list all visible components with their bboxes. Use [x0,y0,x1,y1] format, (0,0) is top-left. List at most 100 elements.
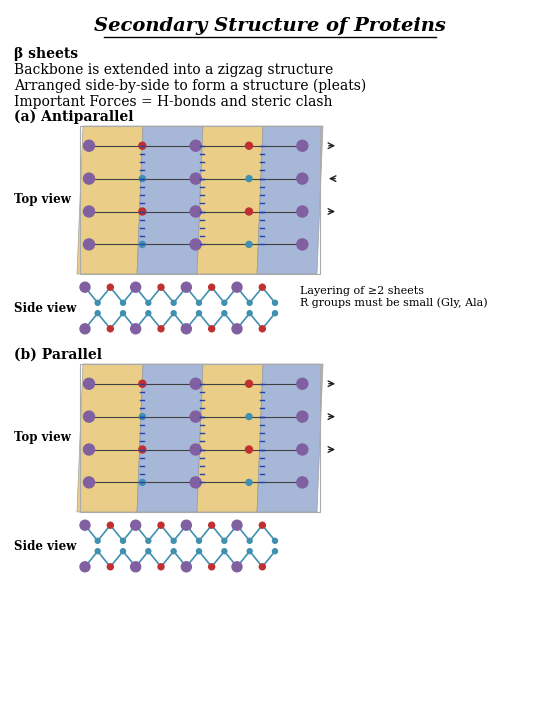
Circle shape [273,311,278,315]
Text: β sheets: β sheets [14,47,78,61]
Circle shape [171,549,176,554]
Circle shape [246,480,252,485]
Circle shape [139,446,146,453]
Circle shape [208,522,215,528]
Circle shape [107,522,113,528]
Circle shape [95,311,100,315]
Polygon shape [137,364,203,512]
Polygon shape [197,126,263,274]
Circle shape [197,549,201,554]
Text: Side view: Side view [14,539,76,552]
Circle shape [120,300,125,305]
Circle shape [84,206,94,217]
Circle shape [297,477,308,488]
Text: Layering of ≥2 sheets
R groups must be small (Gly, Ala): Layering of ≥2 sheets R groups must be s… [300,286,488,308]
Polygon shape [257,126,323,274]
Circle shape [107,284,113,290]
Circle shape [80,324,90,334]
Circle shape [131,562,140,572]
Bar [80,126,320,274]
Circle shape [259,325,265,332]
Circle shape [190,477,201,488]
Circle shape [246,176,252,181]
Circle shape [181,520,191,530]
Circle shape [297,239,308,250]
Circle shape [273,300,278,305]
Circle shape [181,324,191,334]
Circle shape [190,444,201,455]
Circle shape [208,564,215,570]
Circle shape [232,520,242,530]
Circle shape [190,206,201,217]
Circle shape [131,324,140,334]
Circle shape [246,446,253,453]
Circle shape [222,311,227,315]
Circle shape [84,239,94,250]
Circle shape [158,325,164,332]
Circle shape [246,241,252,248]
Text: (a) Antiparallel: (a) Antiparallel [14,110,133,125]
Circle shape [297,378,308,390]
Circle shape [246,143,253,149]
Polygon shape [77,126,143,274]
Circle shape [208,325,215,332]
Circle shape [131,520,140,530]
Text: Important Forces = H-bonds and steric clash: Important Forces = H-bonds and steric cl… [14,95,333,109]
Circle shape [181,562,191,572]
Circle shape [190,239,201,250]
Circle shape [95,539,100,544]
Circle shape [158,522,164,528]
Circle shape [107,564,113,570]
Text: Arranged side-by-side to form a structure (pleats): Arranged side-by-side to form a structur… [14,79,366,94]
Circle shape [139,480,145,485]
Circle shape [297,411,308,422]
Circle shape [131,282,140,292]
Circle shape [158,284,164,290]
Circle shape [190,411,201,422]
Circle shape [222,549,227,554]
Circle shape [247,549,252,554]
Circle shape [259,522,265,528]
Circle shape [139,143,146,149]
Circle shape [297,206,308,217]
Circle shape [232,562,242,572]
Circle shape [171,539,176,544]
Polygon shape [137,126,203,274]
Circle shape [247,311,252,315]
Circle shape [146,300,151,305]
Circle shape [139,208,146,215]
Circle shape [95,300,100,305]
Circle shape [222,300,227,305]
Circle shape [84,378,94,390]
Circle shape [80,282,90,292]
Circle shape [120,539,125,544]
Circle shape [246,208,253,215]
Polygon shape [197,364,263,512]
Circle shape [84,477,94,488]
Circle shape [197,539,201,544]
Circle shape [80,562,90,572]
Circle shape [232,282,242,292]
Circle shape [84,173,94,184]
Circle shape [259,284,265,290]
Circle shape [181,282,191,292]
Circle shape [158,564,164,570]
Circle shape [197,311,201,315]
Circle shape [246,413,252,420]
Text: Side view: Side view [14,302,76,315]
Circle shape [259,564,265,570]
Circle shape [273,549,278,554]
Circle shape [107,325,113,332]
Circle shape [190,173,201,184]
Circle shape [139,176,145,181]
Circle shape [171,300,176,305]
Circle shape [273,539,278,544]
Polygon shape [77,364,143,512]
Polygon shape [257,364,323,512]
Circle shape [84,444,94,455]
Circle shape [146,311,151,315]
Circle shape [84,411,94,422]
Circle shape [139,380,146,387]
Circle shape [95,549,100,554]
Circle shape [120,549,125,554]
